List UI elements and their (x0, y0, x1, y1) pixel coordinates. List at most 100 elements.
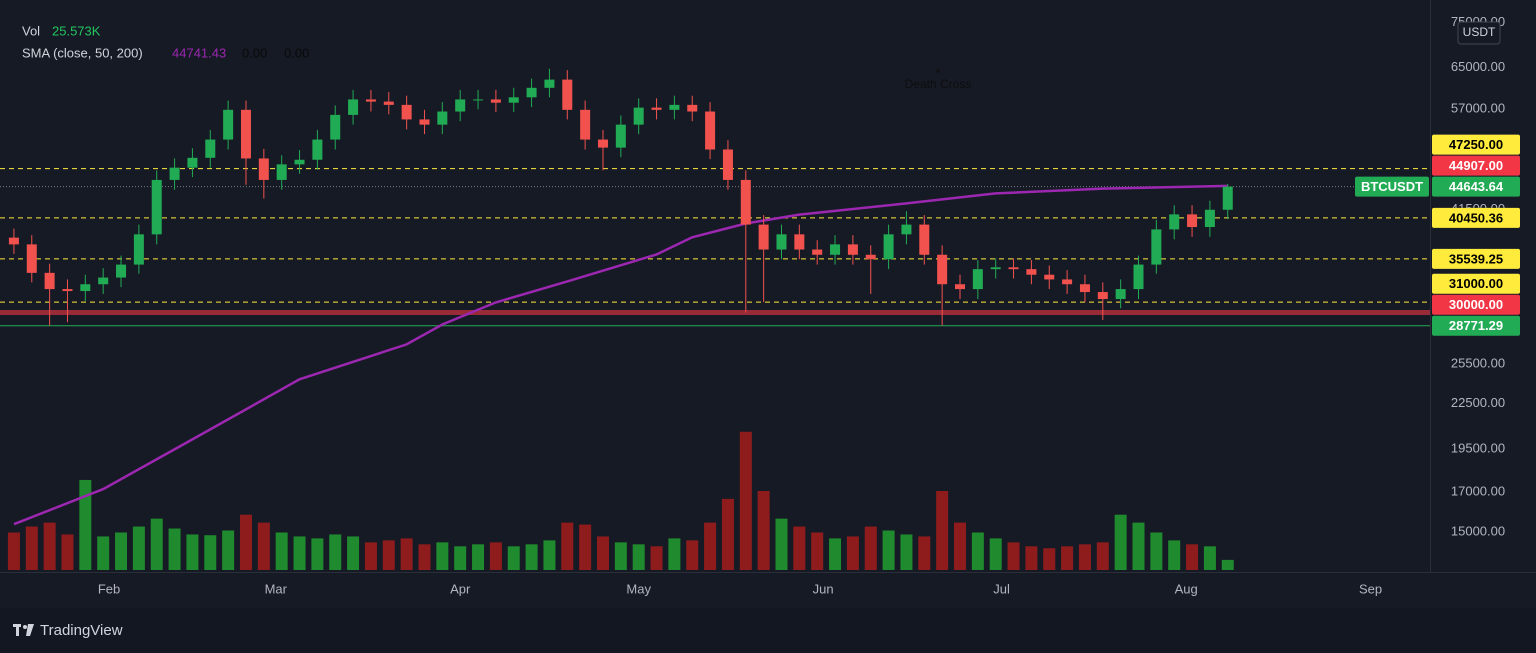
y-tick-label: 57000.00 (1451, 101, 1505, 116)
volume-bar (686, 540, 699, 570)
price-badge-label: 40450.36 (1449, 210, 1503, 225)
volume-bar (454, 546, 467, 570)
volume-bar (186, 534, 199, 570)
candle-body (8, 237, 19, 245)
candle-body (1187, 214, 1198, 227)
volume-bar (793, 526, 806, 570)
price-badge (1432, 294, 1520, 315)
volume-bar (1078, 544, 1091, 570)
candle-body (240, 109, 251, 159)
x-tick-label: Sep (1359, 581, 1382, 596)
x-tick-label: Feb (98, 581, 120, 596)
candle-body (187, 157, 198, 168)
annotation-dot (936, 69, 940, 73)
volume-bar (1096, 542, 1109, 570)
volume-bar (525, 544, 538, 570)
brand-logo (13, 624, 34, 636)
candle-body (937, 254, 948, 285)
candle-body (669, 104, 680, 110)
candle-body (954, 284, 965, 290)
symbol-badge (1355, 176, 1429, 197)
currency-box[interactable] (1457, 21, 1501, 45)
price-badge-label: 28771.29 (1449, 318, 1503, 333)
price-badge (1432, 134, 1520, 155)
candle-body (205, 139, 216, 158)
candle-body (615, 124, 626, 148)
candle-body (490, 99, 501, 103)
volume-bar (364, 542, 377, 570)
volume-bar (204, 535, 217, 570)
candle-body (276, 164, 287, 180)
sma-legend-value: 0.00 (242, 45, 267, 60)
x-tick-label: Mar (265, 581, 288, 596)
volume-bar (418, 544, 431, 570)
y-tick-label: 65000.00 (1451, 59, 1505, 74)
candle-body (687, 104, 698, 112)
x-tick-label: Jun (813, 581, 834, 596)
sma-legend-value: 44741.43 (172, 45, 226, 60)
candle-body (348, 99, 359, 115)
price-badge (1432, 207, 1520, 228)
volume-bar (1132, 522, 1145, 570)
volume-bar (989, 538, 1002, 570)
price-axis: 75000.0065000.0057000.0041500.0025500.00… (1355, 14, 1520, 538)
volume-bar (650, 546, 663, 570)
volume-bar (579, 524, 592, 570)
y-tick-label: 22500.00 (1451, 395, 1505, 410)
volume-bar (1186, 544, 1199, 570)
candle-body (151, 179, 162, 235)
volume-bar (507, 546, 520, 570)
volume-bar (400, 538, 413, 570)
candle-body (116, 264, 127, 278)
sma-legend: SMA (close, 50, 200) (22, 45, 143, 60)
candle-body (990, 267, 1001, 270)
volume-bar (971, 532, 984, 570)
candle-body (1026, 269, 1037, 275)
volume-bar (1150, 532, 1163, 570)
candle-body (812, 249, 823, 255)
candle-body (651, 107, 662, 110)
y-tick-label: 25500.00 (1451, 355, 1505, 370)
candle-body (526, 87, 537, 98)
volume-bar (293, 536, 306, 570)
candle-body (580, 109, 591, 140)
volume-bar (1025, 546, 1038, 570)
brand[interactable]: TradingView (40, 622, 123, 639)
volume-bar (668, 538, 681, 570)
volume-bar (222, 530, 235, 570)
candle-body (919, 224, 930, 255)
volume-bar (1114, 514, 1127, 570)
candle-body (312, 139, 323, 160)
sma-legend-value: 0.00 (284, 45, 309, 60)
price-badge (1432, 273, 1520, 294)
volume-bar (953, 522, 966, 570)
volume-bar (811, 532, 824, 570)
candle-body (1169, 214, 1180, 230)
volume-bar (882, 530, 895, 570)
price-badge (1432, 248, 1520, 269)
candle-body (705, 111, 716, 150)
candle-body (401, 104, 412, 120)
candle-body (80, 284, 91, 292)
x-tick-label: May (626, 581, 651, 596)
candle-body (365, 99, 376, 102)
plot-area (0, 68, 1430, 570)
volume-bar (704, 522, 717, 570)
currency[interactable]: USDT (1463, 25, 1496, 39)
volume-bar (472, 544, 485, 570)
volume-bar (936, 490, 949, 570)
volume-bar (382, 540, 395, 570)
price-badge-label: 31000.00 (1449, 276, 1503, 291)
x-tick-label: Apr (450, 581, 471, 596)
volume-bar (257, 522, 270, 570)
volume-bar (632, 544, 645, 570)
candle-body (473, 99, 484, 101)
candle-body (169, 167, 180, 180)
volume-bar (25, 526, 38, 570)
candle-body (1008, 267, 1019, 270)
volume-bar (7, 532, 20, 570)
volume-bar (1168, 540, 1181, 570)
price-badge (1432, 315, 1520, 336)
price-badge-label: 44643.64 (1449, 179, 1504, 194)
